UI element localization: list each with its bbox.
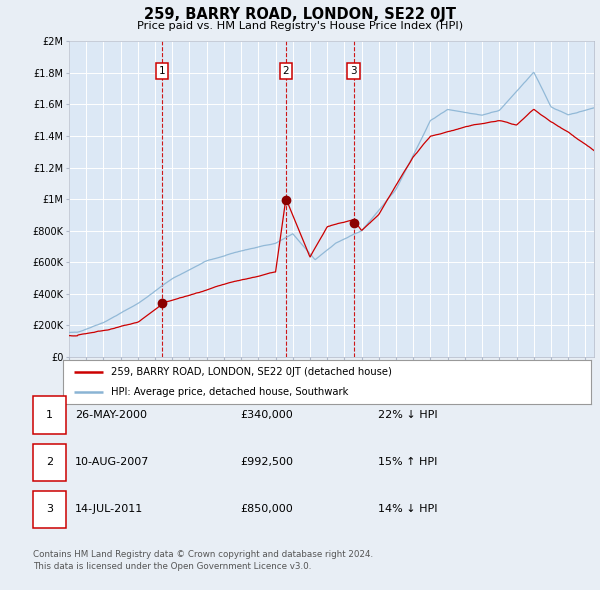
Text: 14-JUL-2011: 14-JUL-2011 [75, 504, 143, 514]
Text: This data is licensed under the Open Government Licence v3.0.: This data is licensed under the Open Gov… [33, 562, 311, 571]
Text: 10-AUG-2007: 10-AUG-2007 [75, 457, 149, 467]
Text: 259, BARRY ROAD, LONDON, SE22 0JT (detached house): 259, BARRY ROAD, LONDON, SE22 0JT (detac… [110, 367, 391, 377]
Text: 1: 1 [158, 66, 165, 76]
Text: 14% ↓ HPI: 14% ↓ HPI [378, 504, 437, 514]
Text: 15% ↑ HPI: 15% ↑ HPI [378, 457, 437, 467]
Text: 3: 3 [46, 504, 53, 514]
Text: £850,000: £850,000 [240, 504, 293, 514]
Text: £340,000: £340,000 [240, 410, 293, 420]
Text: 259, BARRY ROAD, LONDON, SE22 0JT: 259, BARRY ROAD, LONDON, SE22 0JT [144, 7, 456, 22]
Text: 22% ↓ HPI: 22% ↓ HPI [378, 410, 437, 420]
Text: Price paid vs. HM Land Registry's House Price Index (HPI): Price paid vs. HM Land Registry's House … [137, 21, 463, 31]
Text: 3: 3 [350, 66, 357, 76]
Text: HPI: Average price, detached house, Southwark: HPI: Average price, detached house, Sout… [110, 387, 348, 397]
Text: £992,500: £992,500 [240, 457, 293, 467]
Text: 2: 2 [283, 66, 289, 76]
Text: Contains HM Land Registry data © Crown copyright and database right 2024.: Contains HM Land Registry data © Crown c… [33, 550, 373, 559]
Text: 1: 1 [46, 410, 53, 420]
Text: 26-MAY-2000: 26-MAY-2000 [75, 410, 147, 420]
Text: 2: 2 [46, 457, 53, 467]
